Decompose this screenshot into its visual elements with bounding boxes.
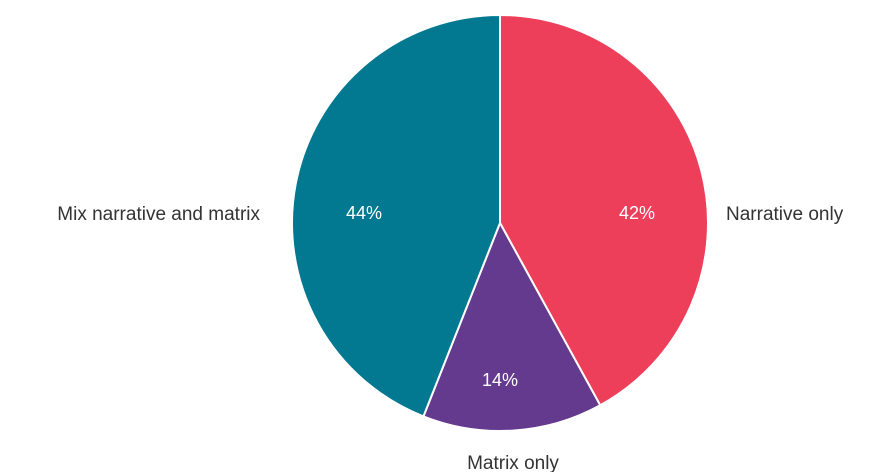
pie-slices <box>291 13 709 432</box>
slice-category-label-matrix-only: Matrix only <box>467 453 559 472</box>
slice-value-label-matrix-only: 14% <box>482 370 518 390</box>
slice-category-label-narrative-only: Narrative only <box>726 204 844 225</box>
pie-slice-narrative-only <box>499 13 709 407</box>
slice-value-label-mix: 44% <box>346 203 382 223</box>
slice-value-label-narrative-only: 42% <box>619 203 655 223</box>
pie-slice-mix-narrative-and-matrix <box>291 13 501 418</box>
pie-slice-matrix-only <box>422 220 602 432</box>
slice-category-label-mix: Mix narrative and matrix <box>57 204 260 225</box>
